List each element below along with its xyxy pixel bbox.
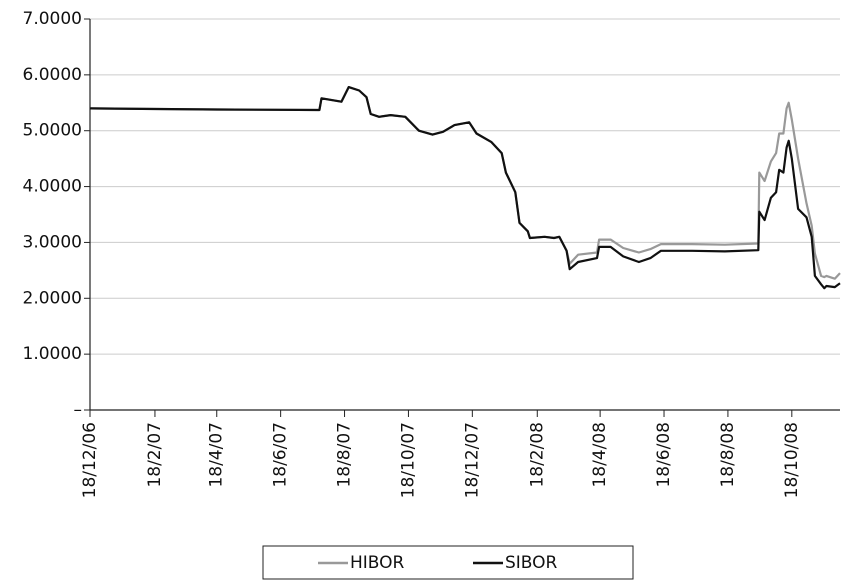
y-tick-label: 1.0000	[23, 344, 82, 364]
legend-label: HIBOR	[350, 553, 405, 573]
y-tick-label: 7.0000	[23, 9, 82, 29]
y-tick-label: –	[74, 400, 83, 420]
y-tick-label: 5.0000	[23, 121, 82, 141]
y-tick-label: 2.0000	[23, 288, 82, 308]
x-tick-label: 18/10/08	[782, 422, 802, 498]
legend-label: SIBOR	[505, 553, 558, 573]
line-series	[89, 86, 841, 290]
y-tick-label: 6.0000	[23, 65, 82, 85]
x-tick-label: 18/8/07	[335, 422, 355, 488]
x-tick-label: 18/6/08	[654, 422, 674, 488]
y-tick-label: 4.0000	[23, 177, 82, 197]
x-tick-label: 18/2/07	[145, 422, 165, 488]
x-tick-label: 18/8/08	[718, 422, 738, 488]
x-tick-label: 18/4/07	[207, 422, 227, 488]
x-tick-label: 18/12/06	[80, 422, 100, 498]
x-tick-label: 18/4/08	[590, 422, 610, 488]
x-tick-label: 18/2/08	[527, 422, 547, 488]
y-tick-label: 3.0000	[23, 232, 82, 252]
line-series	[89, 86, 841, 280]
legend: HIBOR SIBOR	[262, 545, 634, 580]
x-tick-label: 18/6/07	[271, 422, 291, 488]
x-tick-label: 18/10/07	[398, 422, 418, 498]
x-tick-label: 18/12/07	[462, 422, 482, 498]
